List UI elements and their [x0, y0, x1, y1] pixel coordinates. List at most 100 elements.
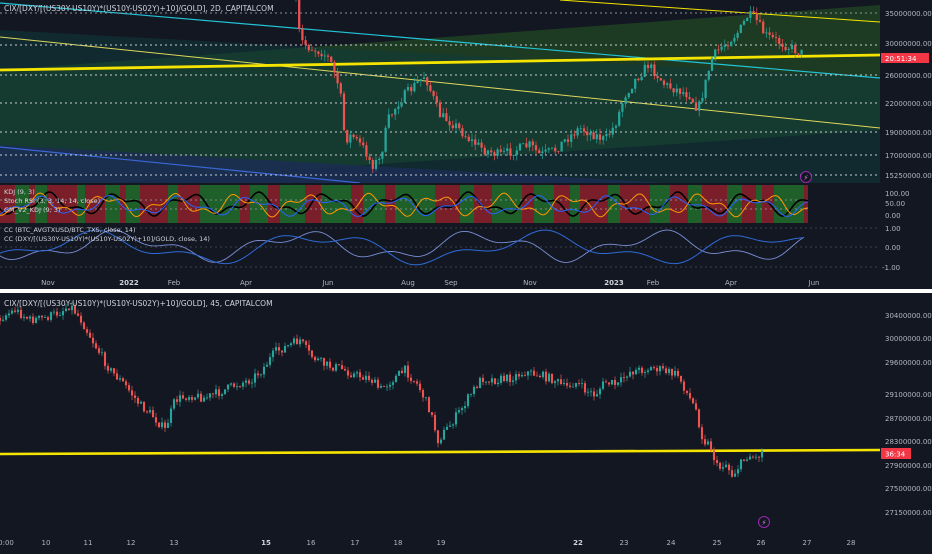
bottom-ytick: 27150000.00 — [885, 509, 932, 517]
candle-body — [115, 373, 119, 380]
candle-body — [73, 305, 77, 314]
candle-body — [292, 338, 296, 344]
top-time-axis[interactable]: Nov 2022 Feb Apr Jun Aug Sep Nov 2023 Fe… — [41, 279, 819, 287]
kdj-signal-band — [774, 185, 804, 223]
candle-body — [714, 49, 717, 58]
candle-body — [469, 393, 473, 395]
top-xtick: 2023 — [604, 279, 624, 287]
candle-body — [358, 138, 362, 143]
candle-body — [739, 459, 743, 470]
top-xtick: Jun — [808, 279, 820, 287]
kdj-signal-band — [804, 185, 808, 223]
top-xtick: Nov — [41, 279, 55, 287]
candle-body — [574, 382, 578, 387]
candle-body — [460, 408, 464, 411]
bottom-ytick: 28700000.00 — [885, 415, 932, 423]
kdj-signal-band — [570, 185, 580, 223]
top-price-pane[interactable]: CIX/[DXY/[(US30Y-US10Y)*(US10Y-US02Y)+10… — [0, 0, 880, 195]
candle-body — [76, 313, 80, 316]
candle-body — [787, 49, 790, 51]
candle-body — [22, 316, 26, 318]
candle-body — [563, 139, 566, 142]
candle-body — [388, 384, 392, 387]
candle-body — [517, 374, 521, 377]
candle-body — [598, 388, 602, 395]
correlation-pane[interactable]: CC (BTC_AVGTXUSD/BTC_TXS, close, 14) CC … — [0, 224, 880, 272]
candle-body — [244, 380, 248, 383]
candle-body — [784, 46, 787, 51]
candle-body — [355, 372, 359, 374]
candle-body — [499, 375, 503, 383]
candle-body — [436, 430, 440, 444]
candle-body — [541, 371, 545, 378]
candle-body — [313, 356, 317, 361]
candle-body — [406, 87, 410, 91]
indicator-label-cc-cix[interactable]: CC (DXY/[(US30Y-US10Y)*(US10Y-US02Y)+10]… — [4, 235, 210, 243]
candle-body — [733, 473, 737, 477]
bottom-xtick: 0:00 — [0, 539, 14, 547]
candle-body — [457, 410, 461, 413]
candle-body — [112, 368, 116, 374]
candle-body — [691, 398, 695, 404]
cc-ytick: 0.00 — [885, 244, 901, 252]
candle-body — [583, 383, 587, 393]
candle-body — [607, 382, 611, 385]
candle-body — [34, 317, 38, 323]
bottom-price-pane[interactable]: CIX/[DXY/[(US30Y-US10Y)*(US10Y-US02Y)+10… — [0, 293, 880, 528]
candle-body — [631, 371, 635, 375]
candle-body — [358, 372, 362, 378]
candle-body — [381, 151, 384, 159]
kdj-signal-band — [762, 185, 774, 223]
top-price-axis[interactable]: 35000000.00 30000000.00 26000000.00 2200… — [880, 0, 932, 284]
candle-body — [532, 370, 536, 376]
candle-body — [136, 397, 140, 404]
candle-body — [515, 150, 518, 156]
candle-body — [614, 125, 618, 128]
indicator-label-cc-btc[interactable]: CC (BTC_AVGTXUSD/BTC_TXS, close, 14) — [4, 226, 136, 234]
indicator-label-kdj[interactable]: KDJ (9, 3) — [4, 188, 35, 196]
candle-body — [541, 151, 544, 154]
cyan-trendline — [0, 2, 880, 79]
bottom-price-axis[interactable]: 30400000.00 30000000.00 29600000.00 2910… — [880, 293, 932, 550]
candle-body — [758, 20, 762, 22]
candle-body — [400, 370, 404, 374]
candle-body — [514, 374, 518, 381]
kdj-signal-band — [650, 185, 670, 223]
candle-body — [486, 150, 490, 155]
top-events-button[interactable]: ⚡ — [800, 171, 812, 183]
pane-separator[interactable] — [0, 289, 932, 293]
top-ytick: 15250000.00 — [885, 172, 932, 180]
candle-body — [529, 370, 533, 372]
candle-body — [43, 317, 47, 318]
kdj-signal-band — [105, 185, 120, 223]
candle-body — [698, 101, 701, 111]
candle-body — [403, 365, 407, 374]
candle-body — [723, 45, 726, 47]
indicator-label-gm-kdj[interactable]: GM_V2_KDJ (9, 3) — [4, 206, 60, 214]
bottom-time-axis[interactable]: 0:00 10 11 12 13 15 16 17 18 19 22 23 24… — [0, 539, 855, 547]
bottom-events-button[interactable]: ⚡ — [758, 516, 770, 528]
candle-body — [298, 0, 301, 30]
candle-body — [682, 92, 685, 94]
candle-body — [410, 87, 413, 92]
candle-body — [442, 429, 446, 440]
candle-body — [618, 111, 621, 126]
candle-body — [565, 383, 569, 386]
candle-body — [421, 390, 425, 398]
candle-body — [598, 134, 602, 140]
candle-body — [746, 17, 749, 22]
candle-body — [602, 136, 605, 140]
candle-body — [634, 78, 637, 89]
candle-body — [502, 375, 506, 381]
candle-body — [220, 394, 224, 396]
candle-body — [622, 377, 626, 378]
candle-body — [370, 379, 374, 383]
oscillator-pane[interactable]: KDJ (9, 3) Stoch RSI (3, 3, 14, 14, clos… — [0, 185, 880, 223]
candle-body — [109, 368, 113, 371]
candle-body — [562, 383, 566, 384]
top-ytick: 26000000.00 — [885, 72, 932, 80]
indicator-label-stochrsi[interactable]: Stoch RSI (3, 3, 14, 14, close) — [4, 197, 100, 205]
kdj-signal-band — [15, 185, 29, 223]
candle-body — [733, 37, 736, 42]
candle-body — [433, 414, 437, 431]
